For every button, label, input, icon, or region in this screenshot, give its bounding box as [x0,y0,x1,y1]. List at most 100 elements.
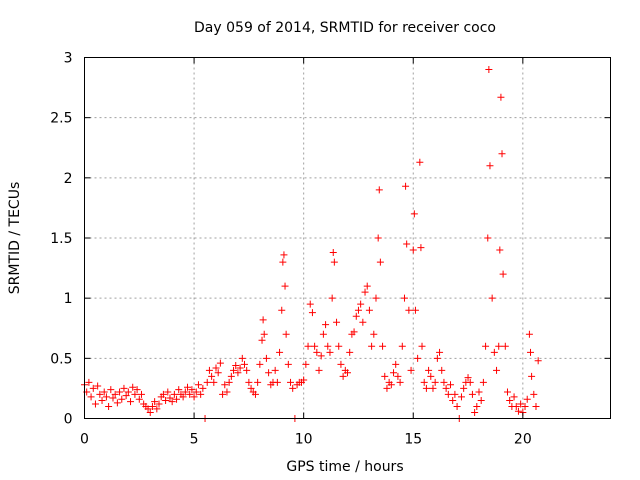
data-point [414,354,422,362]
y-tick-label: 0 [64,412,73,428]
data-point [346,348,354,356]
data-point [240,360,248,368]
data-point [368,342,376,350]
data-point [468,390,476,398]
data-point [381,372,389,380]
data-point [300,376,308,384]
data-point [436,348,444,356]
data-point [302,360,310,368]
data-point [205,366,213,374]
data-point [89,384,97,392]
x-tick-label: 15 [404,432,422,448]
data-point [184,383,192,391]
y-tick-label: 1 [64,291,73,307]
data-point [493,366,501,374]
data-point [337,360,345,368]
data-point [498,150,506,158]
data-point [532,402,540,410]
data-point [144,405,152,413]
data-point [333,318,341,326]
y-tick-label: 2.5 [50,111,72,127]
data-point [420,378,428,386]
data-point [339,372,347,380]
data-point [173,395,181,403]
data-point [223,388,231,396]
data-point [221,381,229,389]
data-point [517,400,525,408]
data-point [523,395,531,403]
data-point [96,390,104,398]
data-point [238,354,246,362]
data-point [188,386,196,394]
data-point [281,282,289,290]
data-point [124,388,132,396]
data-point [197,390,205,398]
data-point [418,342,426,350]
data-point [496,246,504,254]
data-point [427,372,435,380]
data-point [405,306,413,314]
data-point [225,378,233,386]
data-point [259,316,267,324]
data-point [477,396,485,404]
data-point [245,378,253,386]
data-point [271,366,279,374]
data-point [530,390,538,398]
data-point [100,388,108,396]
data-point [425,366,433,374]
data-point [410,210,418,218]
data-point [326,348,334,356]
data-point [279,258,287,266]
y-tick-label: 1.5 [50,231,72,247]
data-point [181,388,189,396]
data-point [170,390,178,398]
data-point [120,384,128,392]
data-point [379,342,387,350]
data-point [510,393,518,401]
data-point [162,396,170,404]
data-point [350,328,358,336]
data-point [440,378,448,386]
data-point [91,400,99,408]
data-point [118,395,126,403]
data-point [102,393,110,401]
data-point [319,330,327,338]
data-point [258,336,266,344]
data-point [194,381,202,389]
data-point [113,399,121,407]
data-point [265,369,273,377]
data-point [433,354,441,362]
y-tick-label: 3 [64,51,73,67]
data-point [499,270,507,278]
data-point [190,393,198,401]
data-point [311,342,319,350]
data-point [484,234,492,242]
y-tick-label: 0.5 [50,351,72,367]
data-point [214,369,222,377]
data-point [409,246,417,254]
data-point [501,342,509,350]
data-point [422,384,430,392]
data-point [260,330,268,338]
data-point [457,393,465,401]
data-point [352,312,360,320]
data-point [365,306,373,314]
data-point [438,366,446,374]
data-point [306,300,314,308]
x-tick-label: 10 [295,432,313,448]
data-point [363,282,371,290]
data-point [372,294,380,302]
data-point [521,402,529,410]
data-point [179,393,187,401]
x-tick-label: 5 [190,432,199,448]
data-point [273,378,281,386]
data-point [403,240,411,248]
data-point [512,402,520,410]
data-point [473,402,481,410]
data-point [398,342,406,350]
y-axis-label: SRMTID / TECUs [7,182,23,295]
tick-layer: 0 5 10 15 20 0 0.5 1 1.5 2 2.5 3 [50,51,611,448]
data-point [116,388,124,396]
data-point [203,378,211,386]
data-point [87,393,95,401]
